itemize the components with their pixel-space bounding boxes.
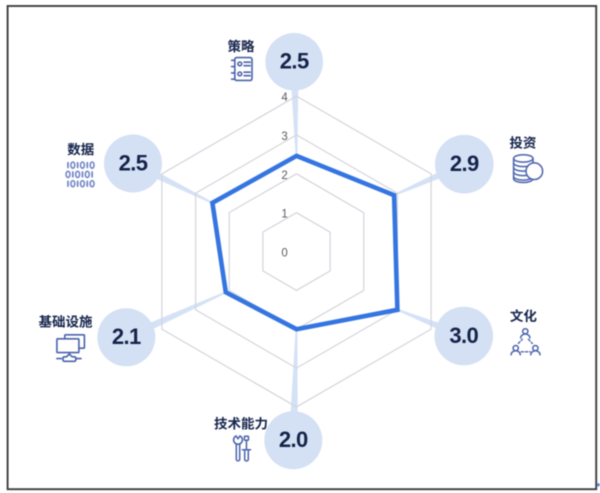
svg-text:2.1: 2.1: [112, 324, 141, 349]
svg-text:2.0: 2.0: [279, 427, 308, 452]
svg-text:2.9: 2.9: [450, 151, 479, 176]
svg-text:2.5: 2.5: [280, 49, 309, 74]
svg-text:4: 4: [281, 92, 288, 104]
svg-text:0: 0: [281, 248, 287, 260]
svg-text:3.0: 3.0: [449, 323, 478, 348]
svg-text:2.5: 2.5: [119, 150, 148, 175]
svg-text:1: 1: [281, 209, 287, 221]
svg-text:3: 3: [281, 131, 287, 143]
svg-text:2: 2: [281, 170, 287, 182]
